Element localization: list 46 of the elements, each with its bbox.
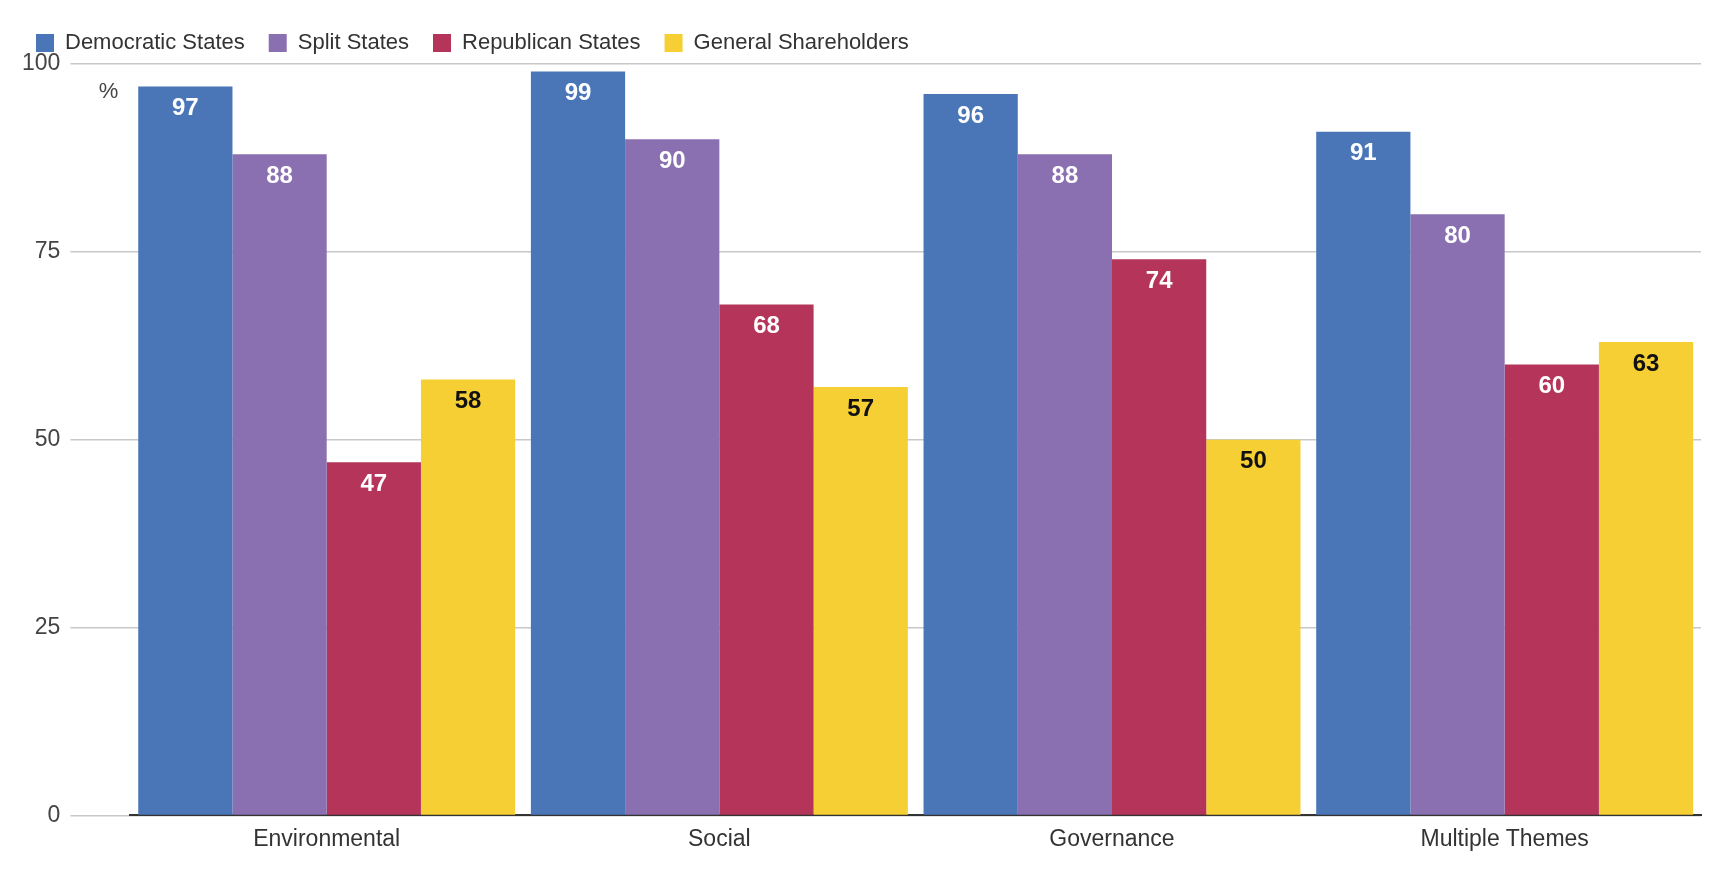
bar (138, 86, 233, 815)
bar (530, 71, 626, 815)
data-label: 80 (1444, 220, 1471, 248)
y-tick-label: 100 (22, 49, 61, 76)
bar (326, 462, 421, 815)
bar (813, 387, 908, 815)
data-label: 58 (454, 386, 482, 414)
bar (1112, 259, 1207, 815)
data-label: 74 (1145, 265, 1174, 293)
y-tick-label: 50 (34, 425, 61, 452)
data-label: 91 (1349, 138, 1377, 166)
data-label: 97 (171, 93, 199, 121)
bar (420, 379, 516, 815)
bar (719, 304, 814, 815)
data-label: 88 (1051, 160, 1079, 188)
bar (232, 154, 327, 815)
data-label: 47 (360, 468, 388, 496)
x-tick-label: Social (688, 824, 751, 851)
data-label: 68 (753, 311, 780, 339)
data-label: 96 (957, 100, 985, 128)
bar (1410, 214, 1505, 815)
y-axis-title: % (98, 78, 119, 104)
x-tick-label: Multiple Themes (1420, 824, 1589, 851)
data-label: 57 (847, 393, 875, 421)
bar (923, 94, 1018, 815)
data-label: 90 (658, 145, 686, 173)
legend-label: Split States (297, 29, 410, 55)
data-label: 60 (1538, 371, 1566, 399)
data-label: 50 (1240, 446, 1267, 474)
x-tick-label: Governance (1049, 824, 1175, 851)
bar (1598, 342, 1694, 815)
y-tick-label: 25 (34, 612, 61, 639)
bar (1206, 439, 1301, 815)
data-label: 99 (564, 78, 592, 106)
legend-label: Republican States (462, 29, 641, 55)
bar (1017, 154, 1113, 815)
bar (1316, 131, 1411, 815)
legend-label: Democratic States (65, 29, 245, 55)
y-tick-label: 0 (47, 800, 61, 827)
x-tick-label: Environmental (253, 824, 401, 851)
data-label: 63 (1632, 348, 1660, 376)
data-label: 88 (266, 160, 293, 188)
bar (625, 139, 720, 815)
y-tick-label: 75 (34, 237, 61, 264)
bar (1504, 364, 1599, 815)
legend-label: General Shareholders (693, 29, 909, 55)
